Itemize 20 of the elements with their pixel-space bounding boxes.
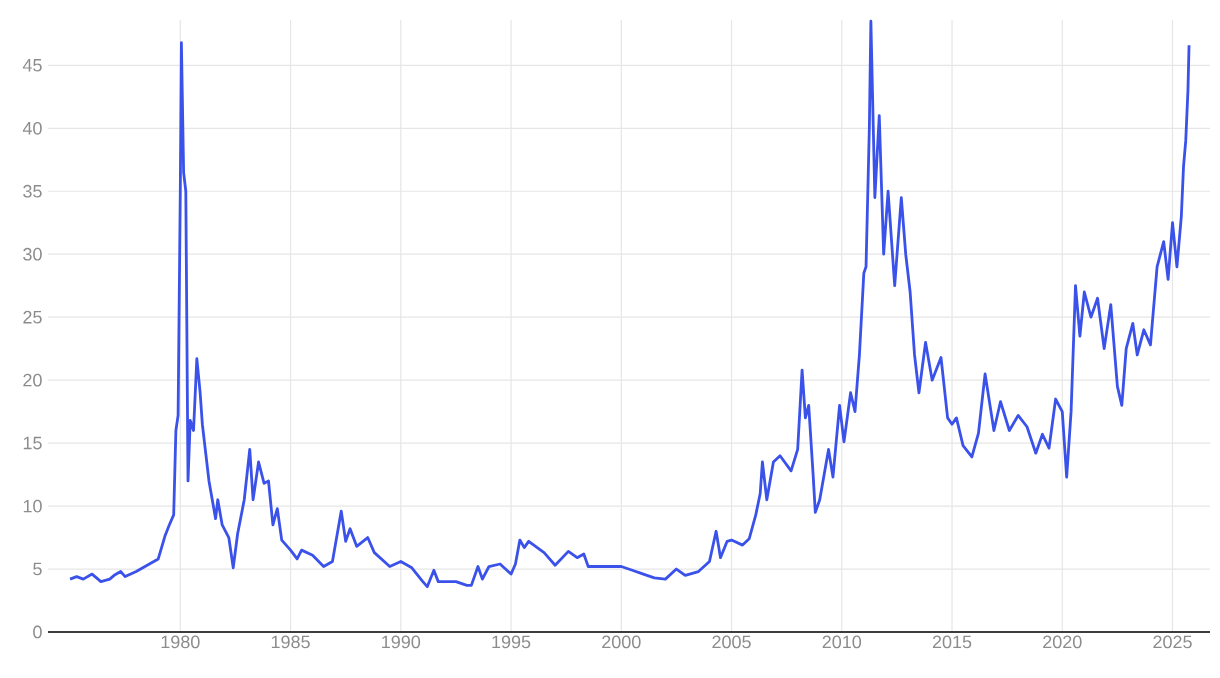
y-tick-label: 20 <box>23 373 42 387</box>
x-tick-label: 1995 <box>492 635 531 649</box>
x-tick-label: 2010 <box>822 635 862 649</box>
y-tick-label: 35 <box>23 184 42 198</box>
y-tick-label: 25 <box>23 310 42 324</box>
y-tick-label: 45 <box>22 59 42 72</box>
x-tick-label: 2000 <box>602 635 641 649</box>
y-tick-label: 15 <box>23 436 42 450</box>
x-tick-label: 1990 <box>382 635 421 649</box>
x-tick-label: 2020 <box>1043 635 1082 649</box>
x-tick-label: 2015 <box>932 635 972 649</box>
y-tick-label: 40 <box>22 121 42 135</box>
y-tick-label: 10 <box>23 499 42 513</box>
x-tick-label: 2005 <box>712 635 751 649</box>
x-tick-label: 1980 <box>161 635 200 649</box>
y-tick-label: 0 <box>33 625 42 639</box>
y-tick-label: 5 <box>33 562 42 576</box>
x-tick-label: 1985 <box>271 635 310 649</box>
y-tick-label: 30 <box>23 247 42 261</box>
x-tick-label: 2025 <box>1153 635 1192 649</box>
